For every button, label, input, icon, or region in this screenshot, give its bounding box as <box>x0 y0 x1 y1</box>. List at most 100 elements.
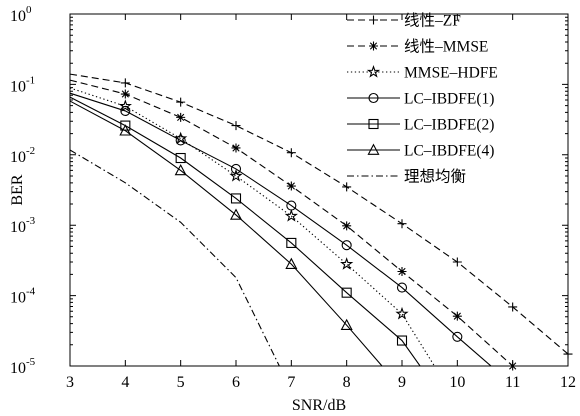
data-point-marker <box>452 257 462 267</box>
data-point-marker <box>231 121 241 131</box>
data-point-marker <box>229 208 243 220</box>
x-tick-label: 6 <box>232 374 240 391</box>
legend: 线性–ZF 线性–MMSE MMSE–HDFE LC–IBDFE(1) LC–IBDFE… <box>347 12 498 186</box>
y-tick-label-base: 10 <box>10 219 26 236</box>
x-tick-label: 11 <box>505 374 520 391</box>
legend-label: LC–IBDFE(1) <box>404 91 494 108</box>
y-tick-label-exponent: -1 <box>26 74 35 86</box>
y-tick-label-base: 10 <box>10 290 26 307</box>
y-tick-label-exponent: -5 <box>26 356 36 368</box>
x-tick-label: 7 <box>287 374 295 391</box>
y-tick-label-exponent: -2 <box>26 145 35 157</box>
y-tick-label-base: 10 <box>10 360 26 377</box>
legend-entry: LC–IBDFE(1) <box>347 91 494 108</box>
y-tick-label-base: 10 <box>10 78 26 95</box>
data-point-marker <box>175 152 186 164</box>
data-point-marker <box>340 257 354 270</box>
axis-ticks <box>69 13 569 367</box>
x-tick-label: 4 <box>121 374 129 391</box>
legend-label: LC–IBDFE(4) <box>404 143 494 160</box>
x-tick-label: 12 <box>560 374 576 391</box>
data-point-marker <box>508 302 518 312</box>
series-line-6 <box>69 149 281 367</box>
series-line-0 <box>69 73 569 355</box>
data-point-marker <box>174 163 187 176</box>
legend-entry: 线性–MMSE <box>347 38 488 56</box>
data-point-marker <box>342 182 352 192</box>
x-tick-label: 5 <box>177 374 185 391</box>
data-point-marker <box>120 78 130 88</box>
legend-label: LC–IBDFE(2) <box>404 117 494 134</box>
y-tick-label-base: 10 <box>10 149 26 166</box>
series-line-3 <box>69 92 493 367</box>
y-tick-label: 10-2 <box>10 145 35 166</box>
data-point-marker <box>231 143 241 153</box>
legend-entry: LC–IBDFE(4) <box>347 143 494 160</box>
legend-entry: 理想均衡 <box>347 168 466 186</box>
data-point-marker <box>397 266 407 276</box>
legend-entry: MMSE–HDFE <box>347 65 498 82</box>
data-point-marker <box>340 318 353 331</box>
data-point-marker <box>229 169 243 182</box>
x-tick-label: 10 <box>449 374 465 391</box>
data-point-marker <box>176 112 186 122</box>
y-tick-label-base: 10 <box>10 8 26 25</box>
legend-label: MMSE–HDFE <box>404 65 498 82</box>
legend-marker <box>368 118 379 130</box>
legend-label: 线性–ZF <box>404 12 461 30</box>
legend-marker <box>369 15 378 25</box>
data-point-marker <box>395 306 409 320</box>
series-line-5 <box>69 100 384 367</box>
data-point-marker <box>176 97 186 107</box>
data-point-marker <box>396 335 408 346</box>
series-line-2 <box>69 87 436 367</box>
y-tick-label-exponent: -4 <box>26 286 36 298</box>
y-tick-label-exponent: -3 <box>26 215 36 227</box>
y-tick-label: 10-4 <box>10 286 36 307</box>
data-point-marker <box>396 282 408 293</box>
series-line-4 <box>69 96 422 367</box>
y-tick-label: 10-5 <box>10 356 36 377</box>
data-point-marker <box>284 209 298 222</box>
y-tick-label: 100 <box>10 4 32 25</box>
data-point-marker <box>285 257 298 269</box>
legend-label: 理想均衡 <box>404 168 466 186</box>
x-axis-label: SNR/dB <box>292 397 346 414</box>
x-tick-label: 8 <box>343 374 351 391</box>
data-point-marker <box>286 148 296 158</box>
data-point-marker <box>452 311 462 321</box>
data-point-marker <box>174 131 188 145</box>
data-point-marker <box>286 200 297 211</box>
data-point-marker <box>119 124 132 136</box>
x-tick-label: 9 <box>398 374 406 391</box>
data-point-marker <box>286 237 297 248</box>
data-point-marker <box>230 193 242 204</box>
legend-marker <box>368 92 379 104</box>
legend-marker <box>369 41 378 51</box>
plot-frame <box>69 13 569 367</box>
legend-marker <box>367 143 380 155</box>
y-tick-label-exponent: 0 <box>26 4 32 16</box>
legend-entry: 线性–ZF <box>347 12 461 30</box>
data-point-marker <box>175 135 186 146</box>
y-tick-label: 10-3 <box>10 215 36 236</box>
legend-marker <box>366 65 381 78</box>
data-point-marker <box>118 99 132 112</box>
data-point-marker <box>120 120 131 131</box>
y-axis-label: BER <box>9 174 26 205</box>
data-point-marker <box>342 221 352 231</box>
data-point-marker <box>120 105 131 116</box>
data-point-marker <box>341 287 352 298</box>
data-point-marker <box>230 163 242 174</box>
data-point-marker <box>452 331 463 342</box>
x-tick-label: 3 <box>66 374 74 391</box>
legend-label: 线性–MMSE <box>404 38 488 56</box>
legend-entry: LC–IBDFE(2) <box>347 117 494 134</box>
y-tick-label: 10-1 <box>10 74 35 95</box>
data-point-marker <box>397 219 407 229</box>
data-point-marker <box>341 240 352 251</box>
data-point-marker <box>120 89 130 99</box>
